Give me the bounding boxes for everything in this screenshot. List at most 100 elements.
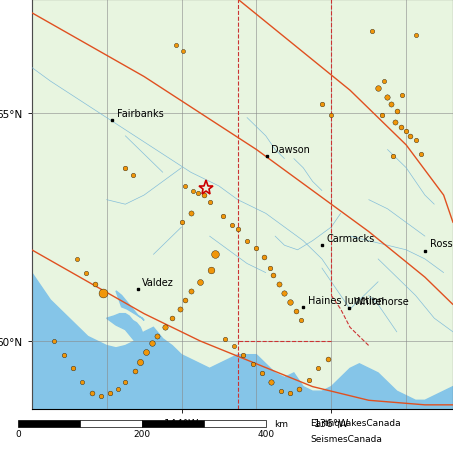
Point [178, 219, 185, 227]
Point [189, 187, 196, 195]
Text: Dawson: Dawson [271, 144, 310, 154]
Point [200, 192, 207, 199]
Text: Carmacks: Carmacks [327, 233, 375, 243]
Text: Whitehorse: Whitehorse [354, 296, 410, 306]
Bar [80, 420, 142, 427]
Point [148, 340, 155, 347]
Point [406, 133, 414, 140]
Text: Valdez: Valdez [142, 278, 174, 288]
Point [169, 315, 176, 322]
Point [275, 281, 283, 288]
Point [221, 335, 228, 343]
Point [260, 253, 268, 261]
Text: 200: 200 [134, 429, 150, 438]
Point [131, 367, 138, 374]
Point [286, 390, 294, 397]
Text: SeismesCanada: SeismesCanada [310, 435, 382, 443]
Text: Fairbanks: Fairbanks [117, 109, 164, 119]
Point [82, 269, 90, 277]
Point [154, 333, 161, 340]
Polygon shape [32, 273, 453, 410]
Point [298, 317, 305, 324]
Point [219, 212, 226, 220]
Point [228, 222, 236, 229]
Point [268, 379, 275, 386]
Point [399, 92, 406, 99]
Point [292, 308, 299, 315]
Point [318, 101, 326, 108]
Point [176, 306, 183, 313]
Point [277, 388, 284, 395]
Point [129, 172, 136, 179]
Point [73, 256, 80, 263]
Point [286, 299, 294, 306]
Point [412, 137, 419, 145]
Point [369, 28, 376, 35]
Bar [204, 420, 266, 427]
Polygon shape [106, 314, 144, 350]
Point [380, 78, 387, 86]
Text: Ross: Ross [429, 239, 452, 249]
Point [88, 390, 95, 397]
Point [92, 281, 99, 288]
Text: Haines Junction: Haines Junction [308, 295, 384, 305]
Point [266, 265, 273, 272]
Point [324, 356, 331, 363]
Point [122, 379, 129, 386]
Point [388, 101, 395, 108]
Point [384, 94, 391, 101]
Point [212, 251, 219, 258]
Bar [18, 420, 80, 427]
Point [253, 244, 260, 252]
Point [182, 297, 189, 304]
Point [114, 385, 121, 393]
Point [240, 351, 247, 359]
Point [122, 165, 129, 172]
Point [305, 376, 313, 384]
Point [187, 288, 194, 295]
Bar [142, 420, 204, 427]
Point [296, 385, 303, 393]
Point [390, 153, 397, 161]
Text: 0: 0 [15, 429, 21, 438]
Point [195, 190, 202, 197]
Point [403, 128, 410, 136]
Point [418, 151, 425, 158]
Point [391, 119, 399, 126]
Point [99, 290, 106, 297]
Point [197, 278, 204, 286]
Point [281, 290, 288, 297]
Point [393, 108, 400, 115]
Point [412, 33, 419, 40]
Point [180, 49, 187, 56]
Point [161, 324, 168, 331]
Point [97, 392, 105, 399]
Point [258, 369, 265, 377]
Point [397, 124, 404, 131]
Point [79, 379, 86, 386]
Point [69, 365, 77, 372]
Point [378, 112, 386, 120]
Polygon shape [116, 291, 144, 321]
Point [243, 238, 251, 245]
Point [230, 342, 237, 349]
Point [60, 351, 67, 359]
Point [270, 272, 277, 279]
Point [187, 210, 194, 217]
Text: EarthquakesCanada: EarthquakesCanada [310, 418, 400, 427]
Point [137, 358, 144, 365]
Point [249, 360, 256, 368]
Point [314, 365, 322, 372]
Point [172, 42, 179, 49]
Text: 400: 400 [257, 429, 275, 438]
Point [234, 226, 241, 233]
Point [206, 199, 213, 206]
Point [328, 112, 335, 120]
Point [375, 85, 382, 92]
Text: km: km [274, 419, 288, 428]
Point [208, 267, 215, 274]
Point [182, 183, 189, 190]
Point [142, 349, 149, 356]
Point [51, 338, 58, 345]
Point [107, 390, 114, 397]
